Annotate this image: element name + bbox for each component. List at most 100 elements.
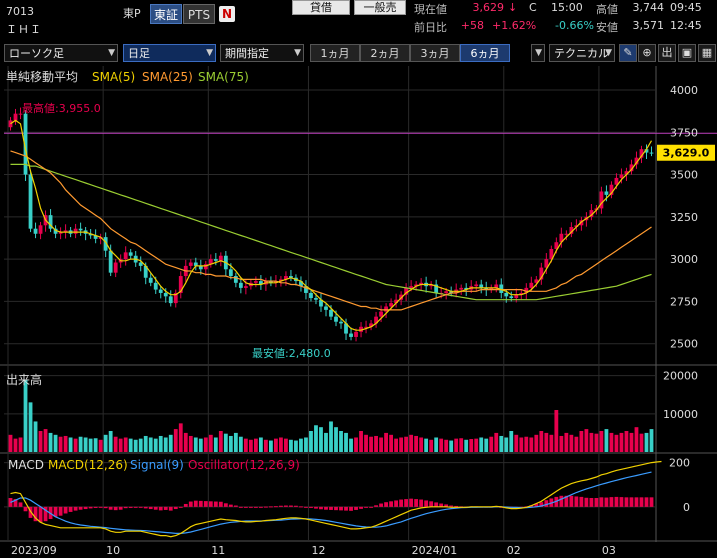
range-more-select[interactable]: ▼ bbox=[531, 44, 545, 62]
lending-button[interactable]: 貸借 bbox=[292, 0, 350, 15]
oscillator-bar bbox=[279, 505, 283, 507]
volume-bar bbox=[419, 437, 424, 452]
candle-body bbox=[163, 292, 168, 297]
oscillator-bar bbox=[83, 506, 88, 510]
news-icon[interactable]: N bbox=[219, 6, 235, 22]
oscillator-bar bbox=[364, 506, 368, 508]
candle-body bbox=[364, 326, 368, 328]
volume-bar bbox=[589, 432, 594, 452]
x-tick-label: 12 bbox=[311, 544, 325, 557]
candle-body bbox=[233, 276, 238, 283]
zoom-icon[interactable]: ⊕ bbox=[638, 44, 656, 62]
candle-body bbox=[459, 287, 464, 290]
candle-body bbox=[58, 232, 63, 234]
volume-bar bbox=[304, 437, 308, 452]
oscillator-bar bbox=[304, 506, 308, 508]
volume-bar bbox=[474, 438, 479, 452]
volume-bar bbox=[574, 436, 579, 452]
current-time: 15:00 bbox=[551, 1, 583, 14]
volume-bar bbox=[123, 437, 128, 452]
volume-bar bbox=[394, 438, 399, 452]
candle-body bbox=[419, 282, 424, 285]
volume-bar bbox=[339, 431, 343, 452]
candle-body bbox=[299, 281, 303, 287]
period-mode-select[interactable]: 期間指定 ▼ bbox=[220, 44, 304, 62]
general-short-button[interactable]: 一般売 bbox=[354, 0, 406, 15]
candle-body bbox=[489, 287, 494, 290]
candle-body bbox=[73, 228, 78, 234]
pen-icon[interactable]: ✎ bbox=[619, 44, 637, 62]
tab-tse[interactable]: 東証 bbox=[150, 4, 182, 24]
volume-bar bbox=[128, 438, 133, 452]
volume-bar bbox=[504, 437, 509, 452]
volume-bar bbox=[258, 437, 263, 452]
high-annotation: 最高値:3,955.0 bbox=[22, 101, 101, 115]
volume-bar bbox=[629, 432, 634, 452]
candle-body bbox=[258, 281, 263, 285]
oscillator-bar bbox=[113, 506, 118, 511]
print-icon[interactable]: 出 bbox=[658, 44, 676, 62]
volume-bar bbox=[579, 431, 584, 452]
candle-body bbox=[334, 316, 338, 322]
oscillator-bar bbox=[138, 506, 143, 508]
volume-bar bbox=[559, 435, 564, 452]
oscillator-bar bbox=[8, 498, 13, 507]
volume-bar bbox=[248, 439, 253, 452]
candle-body bbox=[569, 226, 574, 234]
legend-signal: Signal(9) bbox=[130, 458, 184, 472]
volume-bar bbox=[314, 425, 318, 452]
range-2m-button[interactable]: 2ヵ月 bbox=[360, 44, 410, 62]
volume-bar bbox=[38, 431, 43, 452]
price-panel-title: 単純移動平均 bbox=[6, 70, 78, 84]
oscillator-bar bbox=[339, 506, 343, 511]
candle-body bbox=[314, 298, 318, 300]
technical-label: テクニカル bbox=[554, 47, 609, 60]
range-1m-button[interactable]: 1ヵ月 bbox=[310, 44, 360, 62]
oscillator-bar bbox=[188, 501, 193, 507]
oscillator-bar bbox=[173, 506, 178, 510]
candle-body bbox=[178, 276, 183, 293]
oscillator-bar bbox=[604, 497, 609, 507]
oscillator-bar bbox=[594, 498, 599, 507]
oscillator-bar bbox=[203, 501, 208, 507]
macd-tick-label: 200 bbox=[669, 457, 690, 470]
legend-oscillator: Oscillator(12,26,9) bbox=[188, 458, 300, 472]
oscillator-bar bbox=[18, 502, 23, 507]
oscillator-bar bbox=[629, 497, 634, 507]
oscillator-bar bbox=[23, 506, 28, 512]
volume-bar bbox=[58, 436, 63, 452]
technical-select[interactable]: テクニカル ▼ bbox=[549, 44, 615, 62]
tab-pts[interactable]: PTS bbox=[183, 4, 215, 24]
volume-bar bbox=[324, 432, 328, 452]
low-annotation: 最安値:2,480.0 bbox=[252, 346, 331, 360]
chart-type-select[interactable]: ローソク足 ▼ bbox=[4, 44, 118, 62]
oscillator-bar bbox=[163, 506, 168, 510]
oscillator-bar bbox=[43, 506, 48, 522]
range-3m-button[interactable]: 3ヵ月 bbox=[410, 44, 460, 62]
candle-body bbox=[274, 281, 278, 283]
candle-body bbox=[564, 233, 569, 235]
volume-bar bbox=[389, 434, 393, 452]
interval-select[interactable]: 日足 ▼ bbox=[123, 44, 216, 62]
candle-body bbox=[504, 292, 509, 297]
grid-icon[interactable]: ▦ bbox=[698, 44, 716, 62]
volume-bar bbox=[434, 437, 439, 452]
oscillator-bar bbox=[409, 498, 414, 507]
axis-labels: 4000 3750 3500 3250 3000 2750 2500 20000 10000 20… bbox=[11, 84, 698, 557]
stock-chart[interactable]: 3,629.0 40003750350032503000275025002000… bbox=[0, 66, 717, 558]
last-price-tag bbox=[657, 144, 715, 161]
candle-body bbox=[329, 309, 333, 317]
oscillator-bar bbox=[28, 506, 33, 518]
candle-body bbox=[148, 277, 153, 283]
range-6m-button[interactable]: 6ヵ月 bbox=[460, 44, 510, 62]
oscillator-bar bbox=[73, 506, 78, 511]
candle-body bbox=[88, 233, 93, 236]
save-icon[interactable]: ▣ bbox=[678, 44, 696, 62]
candle-body bbox=[619, 174, 624, 178]
candle-body bbox=[559, 233, 564, 243]
volume-bar bbox=[489, 436, 494, 452]
volume-bar bbox=[193, 437, 198, 452]
volume-bar bbox=[594, 433, 599, 452]
volume-bar bbox=[464, 439, 469, 452]
candle-body bbox=[319, 299, 323, 307]
